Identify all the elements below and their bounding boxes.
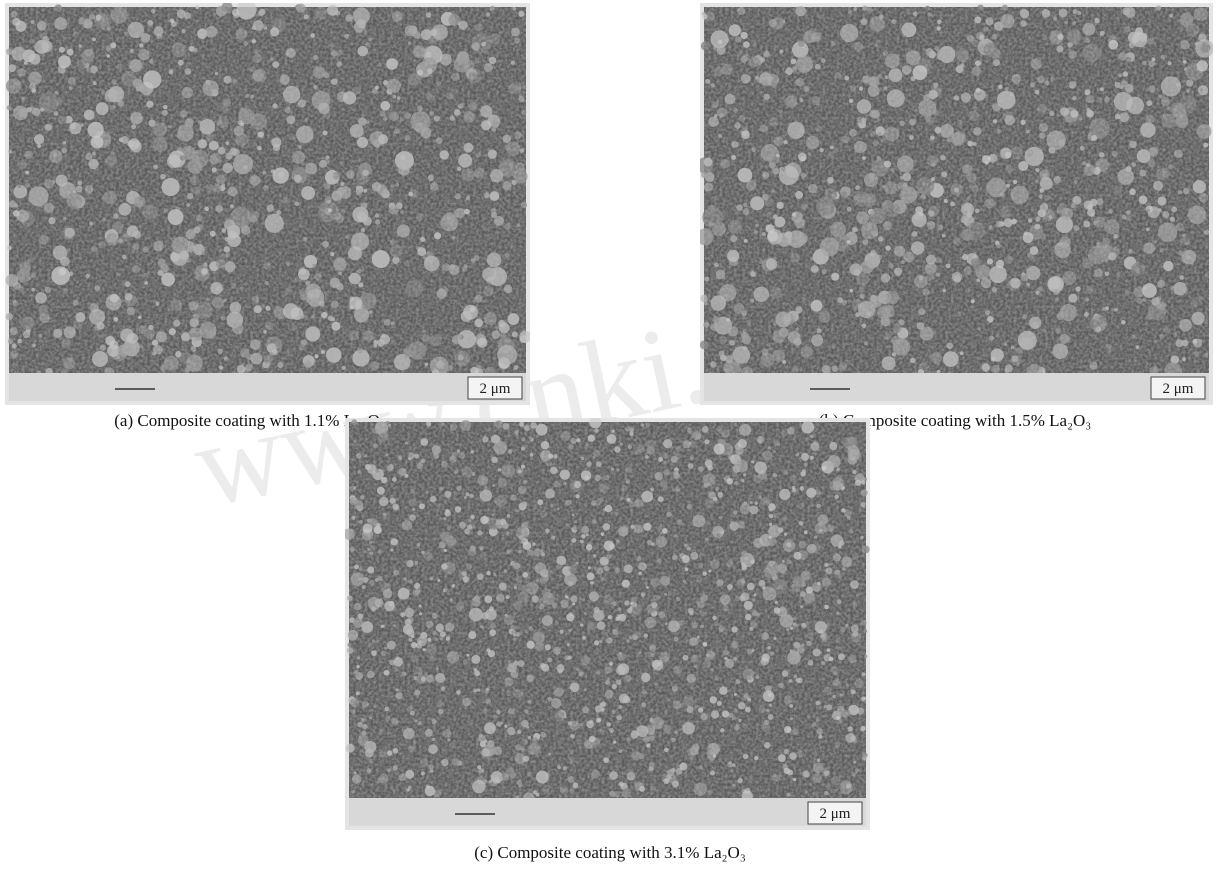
grain — [704, 7, 1209, 373]
grain — [349, 422, 866, 798]
info-bar — [349, 798, 866, 826]
scale-label: 2 μm — [820, 806, 851, 822]
sem-image: 2 μm — [345, 418, 870, 830]
sem-image: 2 μm — [5, 3, 530, 405]
scale-label: 2 μm — [1163, 381, 1194, 397]
info-bar — [9, 373, 526, 401]
caption: (c) Composite coating with 3.1% La₂O₃ — [410, 843, 810, 863]
figure-page: www.cnki.net 2 μm(a) Composite coating w… — [0, 0, 1219, 876]
info-bar — [704, 373, 1209, 401]
sem-image: 2 μm — [700, 3, 1213, 405]
grain — [9, 7, 526, 373]
scale-label: 2 μm — [480, 381, 511, 397]
